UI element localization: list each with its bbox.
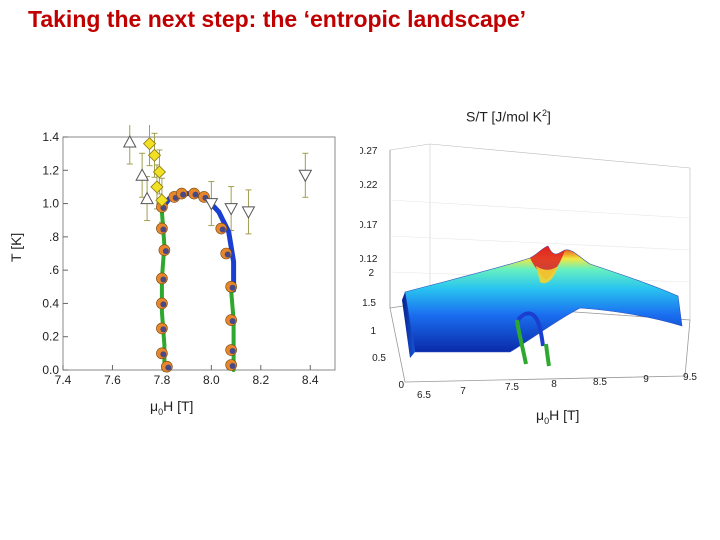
x-tick-label: 8.4 [302,373,319,387]
x-tick-label: 7.5 [505,382,519,393]
phase-diagram-chart: 7.4 7.6 7.8 8.0 8.2 8.4 0.0 0.2 0.4 .6 .8 1.0 1.2 1.4 [42,125,336,387]
y-tick-label: .6 [49,263,59,277]
data-point-triangle-down [241,206,256,219]
y-tick-label: 0.4 [42,296,59,310]
y-tick-label: 0 [398,380,404,391]
data-point-diamond [155,193,169,207]
y-tick-label: 0.2 [42,330,59,344]
projected-boundary-green-2 [544,343,551,367]
data-point-diamond [152,165,167,179]
z-tick-label: 0.22 [360,180,378,191]
y-tick-label: 1 [370,326,376,337]
x-tick-label: 8.2 [252,373,269,387]
y-tick-label: 2 [368,268,374,279]
y-tick-label: 1.0 [42,197,59,211]
data-point-triangle-down [204,198,219,211]
x-tick-label: 7.4 [55,373,72,387]
x-tick-label: 7.8 [154,373,171,387]
right-z-axis-label: S/T [J/mol K2] [466,108,551,125]
data-point-triangle-up [135,168,149,181]
y-tick-label: 0.0 [42,363,59,377]
x-tick-label: 9.5 [683,372,697,383]
y-tick-label: 1.4 [42,130,59,144]
y-tick-label: 1.5 [362,298,376,309]
right-x-axis-label: μ0H [T] [536,407,580,426]
x-tick-label: 7.6 [104,373,121,387]
slide-title: Taking the next step: the ‘entropic land… [28,6,527,32]
left-y-axis-label: T [K] [8,232,24,262]
x-tick-label: 8 [551,379,557,390]
x-tick-label: 6.5 [417,390,431,401]
data-point-triangle-down [298,169,313,183]
x-tick-label: 7 [460,386,466,397]
x-tick-label: 9 [643,374,649,385]
y-tick-label: 0.5 [372,353,386,364]
entropy-surface-chart: 0.27 0.22 0.17 0.12 0 0.5 1 1.5 2 6.5 7 7.5 8 8.5 9 9.5 [360,143,697,401]
plot-area [62,136,336,371]
x-tick-label: 8.5 [593,377,607,388]
z-tick-label: 0.17 [360,220,378,231]
y-tick-label: .8 [49,230,59,244]
projected-boundary-blue [516,311,545,347]
data-point-triangle-up [122,134,137,148]
data-point-diamond [150,180,164,194]
data-point-diamond [142,137,157,151]
left-x-axis-label: μ0H [T] [150,398,194,417]
z-tick-label: 0.27 [360,146,378,157]
z-tick-label: 0.12 [360,254,378,265]
data-point-triangle-down [224,203,238,216]
projected-boundary-green [515,319,528,365]
data-point-triangle-up [140,191,154,205]
data-point-diamond [147,148,162,162]
y-tick-label: 1.2 [42,163,59,177]
x-tick-label: 8.0 [203,373,220,387]
